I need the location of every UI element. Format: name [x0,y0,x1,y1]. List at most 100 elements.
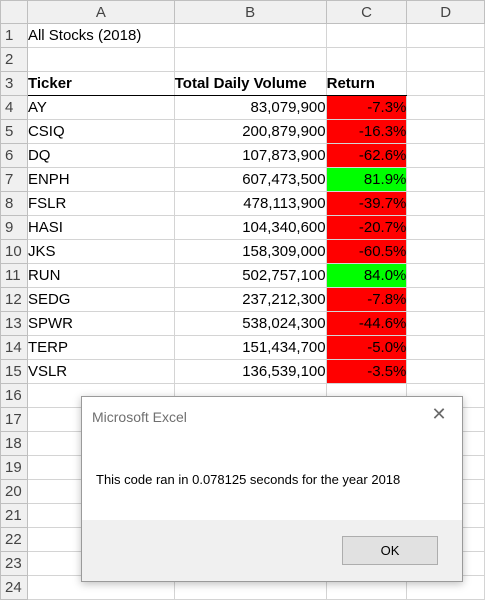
cell[interactable] [173,47,327,72]
ok-button[interactable]: OK [342,536,438,565]
column-header-b[interactable]: B [173,0,327,24]
ticker-cell[interactable]: SEDG [26,287,175,312]
cell[interactable] [173,23,327,48]
sheet-row: 2 [0,47,485,72]
ticker-cell[interactable]: SPWR [26,311,175,336]
sheet-row: 14 TERP 151,434,700 -5.0% [0,335,485,360]
row-header[interactable]: 15 [0,359,28,384]
row-header[interactable]: 3 [0,71,28,96]
volume-cell[interactable]: 107,873,900 [173,143,327,168]
header-return[interactable]: Return [325,71,408,96]
cell[interactable] [406,143,485,168]
ticker-cell[interactable]: JKS [26,239,175,264]
row-header[interactable]: 2 [0,47,28,72]
volume-cell[interactable]: 478,113,900 [173,191,327,216]
volume-cell[interactable]: 237,212,300 [173,287,327,312]
cell[interactable] [406,23,485,48]
row-header[interactable]: 4 [0,95,28,120]
volume-cell[interactable]: 136,539,100 [173,359,327,384]
volume-cell[interactable]: 200,879,900 [173,119,327,144]
header-volume[interactable]: Total Daily Volume [173,71,327,96]
ticker-cell[interactable]: TERP [26,335,175,360]
return-cell[interactable]: -7.8% [325,287,408,312]
row-header[interactable]: 10 [0,239,28,264]
volume-cell[interactable]: 151,434,700 [173,335,327,360]
volume-cell[interactable]: 104,340,600 [173,215,327,240]
row-header[interactable]: 9 [0,215,28,240]
return-cell[interactable]: -39.7% [325,191,408,216]
ticker-cell[interactable]: FSLR [26,191,175,216]
dialog-message: This code ran in 0.078125 seconds for th… [96,472,401,487]
cell[interactable] [325,23,408,48]
ticker-cell[interactable]: HASI [26,215,175,240]
ticker-cell[interactable]: DQ [26,143,175,168]
column-header-c[interactable]: C [325,0,408,24]
sheet-row: 5 CSIQ 200,879,900 -16.3% [0,119,485,144]
ticker-cell[interactable]: ENPH [26,167,175,192]
row-header[interactable]: 8 [0,191,28,216]
return-cell[interactable]: -3.5% [325,359,408,384]
row-header[interactable]: 19 [0,455,28,480]
row-header[interactable]: 21 [0,503,28,528]
sheet-row: 10 JKS 158,309,000 -60.5% [0,239,485,264]
cell[interactable] [26,47,175,72]
return-cell[interactable]: -62.6% [325,143,408,168]
row-header[interactable]: 18 [0,431,28,456]
cell[interactable] [406,119,485,144]
cell[interactable] [406,311,485,336]
volume-cell[interactable]: 158,309,000 [173,239,327,264]
row-header[interactable]: 13 [0,311,28,336]
header-ticker[interactable]: Ticker [26,71,175,96]
sheet-row: 9 HASI 104,340,600 -20.7% [0,215,485,240]
return-cell[interactable]: -44.6% [325,311,408,336]
cell[interactable] [406,215,485,240]
select-all-corner[interactable] [0,0,28,24]
column-header-a[interactable]: A [26,0,175,24]
close-icon[interactable]: ✕ [431,404,447,424]
cell[interactable] [406,263,485,288]
cell[interactable] [406,287,485,312]
row-header[interactable]: 5 [0,119,28,144]
return-cell[interactable]: -16.3% [325,119,408,144]
cell[interactable] [406,239,485,264]
sheet-row: 4 AY 83,079,900 -7.3% [0,95,485,120]
cell[interactable] [325,47,408,72]
ticker-cell[interactable]: AY [26,95,175,120]
return-cell[interactable]: 84.0% [325,263,408,288]
volume-cell[interactable]: 83,079,900 [173,95,327,120]
row-header[interactable]: 22 [0,527,28,552]
cell-title[interactable]: All Stocks (2018) [26,23,175,48]
cell[interactable] [406,359,485,384]
row-header[interactable]: 17 [0,407,28,432]
cell[interactable] [406,47,485,72]
volume-cell[interactable]: 607,473,500 [173,167,327,192]
return-cell[interactable]: -20.7% [325,215,408,240]
cell[interactable] [406,95,485,120]
return-cell[interactable]: -5.0% [325,335,408,360]
row-header[interactable]: 12 [0,287,28,312]
return-cell[interactable]: 81.9% [325,167,408,192]
row-header[interactable]: 7 [0,167,28,192]
return-cell[interactable]: -60.5% [325,239,408,264]
ticker-cell[interactable]: VSLR [26,359,175,384]
cell[interactable] [406,71,485,96]
row-header[interactable]: 24 [0,575,28,600]
ticker-cell[interactable]: CSIQ [26,119,175,144]
cell[interactable] [406,191,485,216]
sheet-row: 8 FSLR 478,113,900 -39.7% [0,191,485,216]
cell[interactable] [406,335,485,360]
row-header[interactable]: 6 [0,143,28,168]
row-header[interactable]: 11 [0,263,28,288]
volume-cell[interactable]: 502,757,100 [173,263,327,288]
ticker-cell[interactable]: RUN [26,263,175,288]
column-header-d[interactable]: D [406,0,485,24]
row-header[interactable]: 20 [0,479,28,504]
row-header[interactable]: 1 [0,23,28,48]
row-header[interactable]: 14 [0,335,28,360]
volume-cell[interactable]: 538,024,300 [173,311,327,336]
return-cell[interactable]: -7.3% [325,95,408,120]
row-header[interactable]: 16 [0,383,28,408]
row-header[interactable]: 23 [0,551,28,576]
cell[interactable] [406,167,485,192]
